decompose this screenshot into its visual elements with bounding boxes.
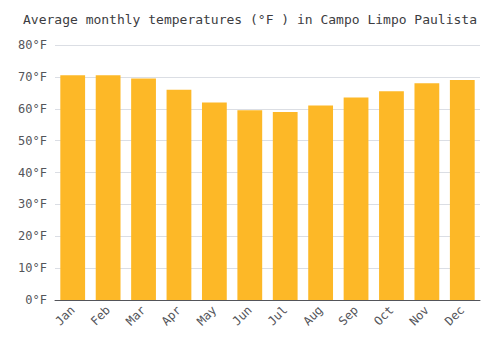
svg-text:30°F: 30°F — [18, 197, 47, 211]
svg-text:Jun: Jun — [230, 303, 255, 328]
svg-text:50°F: 50°F — [18, 134, 47, 148]
svg-text:Sep: Sep — [336, 303, 361, 328]
svg-text:10°F: 10°F — [18, 261, 47, 275]
svg-text:70°F: 70°F — [18, 70, 47, 84]
svg-text:60°F: 60°F — [18, 102, 47, 116]
svg-text:20°F: 20°F — [18, 229, 47, 243]
svg-text:40°F: 40°F — [18, 166, 47, 180]
svg-text:Dec: Dec — [442, 303, 467, 328]
svg-text:May: May — [194, 303, 219, 328]
svg-text:Jul: Jul — [265, 303, 290, 328]
svg-text:Nov: Nov — [407, 303, 432, 328]
svg-text:Mar: Mar — [123, 303, 148, 328]
svg-text:80°F: 80°F — [18, 38, 47, 52]
svg-text:0°F: 0°F — [25, 293, 47, 307]
svg-text:Aug: Aug — [300, 303, 325, 328]
svg-text:Jan: Jan — [52, 303, 77, 328]
svg-text:Apr: Apr — [159, 303, 184, 328]
svg-text:Oct: Oct — [371, 303, 396, 328]
svg-text:Feb: Feb — [88, 303, 113, 328]
svg-text:Average monthly temperatures (: Average monthly temperatures (°F ) in Ca… — [23, 12, 477, 27]
